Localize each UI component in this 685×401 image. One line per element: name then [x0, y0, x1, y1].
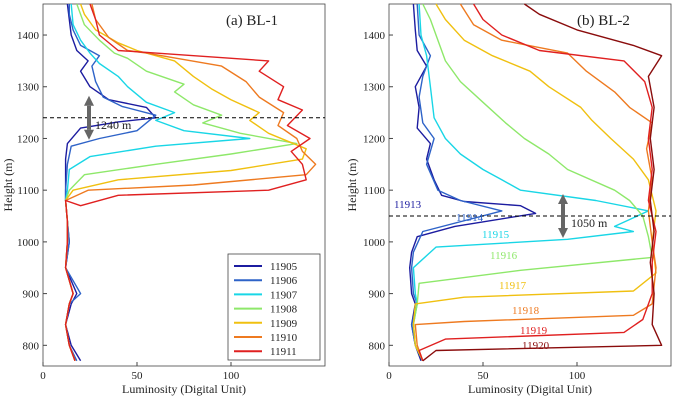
- series-line-11917: [412, 3, 657, 362]
- series-line-11919: [418, 3, 657, 362]
- y-tick-label: 1200: [363, 133, 386, 145]
- curve-label-11917: 11917: [499, 280, 527, 292]
- curve-label-11916: 11916: [490, 250, 518, 262]
- y-tick-label: 1300: [17, 82, 40, 94]
- legend-label-11909: 11909: [270, 318, 298, 330]
- legend-label-11908: 11908: [270, 304, 298, 316]
- legend-label-11910: 11910: [270, 332, 298, 344]
- series-line-11916: [412, 3, 653, 362]
- panel-b-series-group: [409, 3, 663, 362]
- legend-label-11907: 11907: [270, 289, 298, 301]
- panel-b-ylabel: Height (m): [345, 159, 359, 212]
- panel-a-boundary-label: 1240 m: [95, 118, 132, 132]
- y-tick-label: 1400: [17, 30, 40, 42]
- y-tick-label: 900: [369, 289, 386, 301]
- panel-b-boundary-arrow: [558, 194, 568, 239]
- series-line-11915: [412, 3, 650, 362]
- y-tick-label: 1200: [17, 133, 40, 145]
- curve-label-11918: 11918: [512, 305, 540, 317]
- panel-b-title: (b) BL-2: [577, 13, 630, 29]
- legend-label-11911: 11911: [270, 346, 297, 358]
- panel-b-boundary-label: 1050 m: [571, 216, 608, 230]
- y-tick-label: 1100: [363, 185, 385, 197]
- x-tick-label: 100: [569, 370, 586, 382]
- series-line-11906: [64, 4, 157, 362]
- series-line-11920: [422, 3, 663, 362]
- curve-label-11919: 11919: [520, 325, 548, 337]
- legend: 11905 11906 11907 11908 11909 11910 11911: [227, 253, 321, 361]
- y-tick-label: 800: [369, 340, 386, 352]
- panel-a-ticks-group: 0 50 100 800 900 1000 1100 1200 1300 1400: [17, 30, 240, 382]
- legend-label-11905: 11905: [270, 261, 298, 273]
- y-tick-label: 1300: [363, 82, 386, 94]
- panel-b-ticks-group: 0 50 100 800 900 1000 1100 1200 1300 1400: [363, 30, 586, 382]
- x-tick-label: 0: [40, 370, 46, 382]
- series-line-11911: [64, 3, 311, 362]
- legend-box: [227, 253, 321, 361]
- curve-label-11920: 11920: [522, 340, 550, 352]
- panel-a-title: (a) BL-1: [226, 13, 278, 29]
- legend-label-11906: 11906: [270, 275, 298, 287]
- y-tick-label: 1400: [363, 30, 386, 42]
- x-tick-label: 100: [223, 370, 240, 382]
- panel-b-curve-labels: 11913 11914 11915 11916 11917 11918 11919 11920: [394, 199, 550, 352]
- x-tick-label: 50: [478, 370, 490, 382]
- panel-a-series-group: [64, 3, 317, 362]
- panel-a-ylabel: Height (m): [1, 159, 15, 212]
- panel-a-boundary-arrow: [84, 95, 94, 140]
- series-line-11905: [64, 3, 157, 362]
- curve-label-11914: 11914: [456, 212, 484, 224]
- panel-b-xlabel: Luminosity (Digital Unit): [468, 382, 592, 396]
- legend-items: 11905 11906 11907 11908 11909 11910 11911: [234, 261, 298, 358]
- x-tick-label: 0: [386, 370, 392, 382]
- y-tick-label: 900: [23, 289, 40, 301]
- y-tick-label: 1100: [17, 185, 39, 197]
- y-tick-label: 1000: [363, 237, 386, 249]
- y-tick-label: 1000: [17, 237, 40, 249]
- x-tick-label: 50: [132, 370, 144, 382]
- curve-label-11915: 11915: [482, 229, 510, 241]
- y-tick-label: 800: [23, 340, 40, 352]
- curve-label-11913: 11913: [394, 199, 422, 211]
- panel-a-xlabel: Luminosity (Digital Unit): [122, 382, 246, 396]
